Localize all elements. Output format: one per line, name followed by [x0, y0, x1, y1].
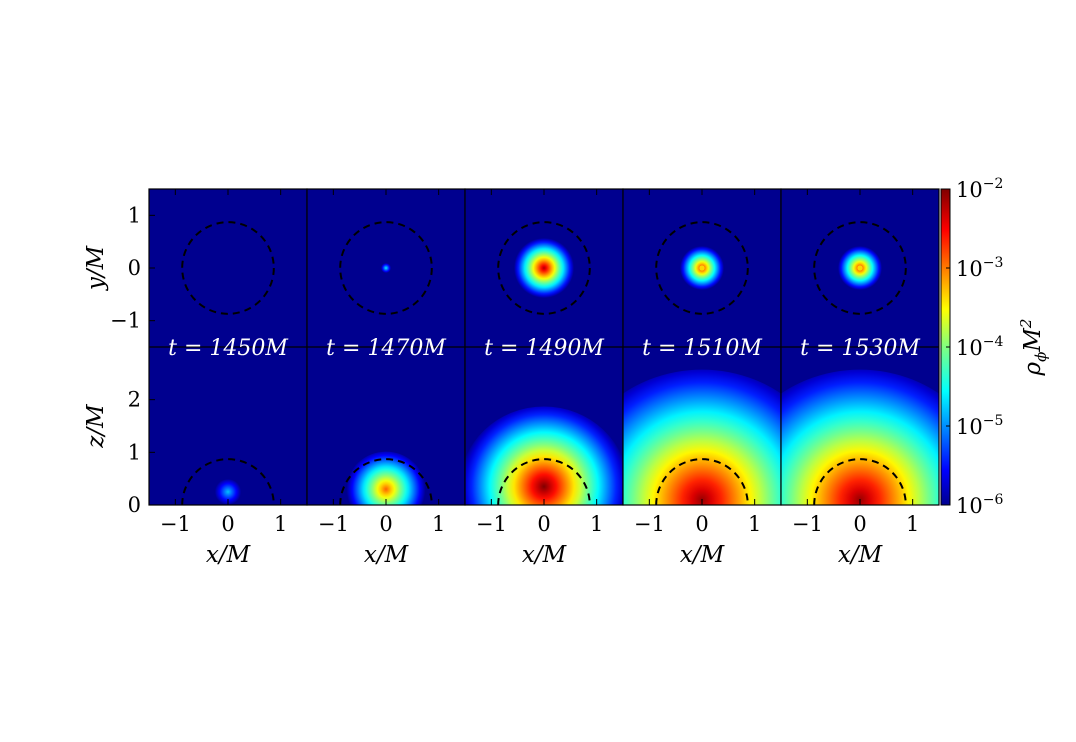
time-label: t = 1450M: [168, 336, 288, 361]
horizon-circle-side: [497, 458, 591, 505]
horizon-circle-top: [655, 221, 749, 315]
top-density-blob: [513, 237, 575, 299]
horizon-circle-top: [181, 221, 275, 315]
y-axis-label-top: y/M: [83, 244, 109, 291]
x-tick-label: −1: [476, 512, 507, 536]
side-density-cloud: [623, 369, 781, 505]
y-tick-label-top: 0: [128, 256, 141, 280]
y-tick-label-bottom: 2: [128, 388, 141, 412]
x-tick-label: −1: [318, 512, 349, 536]
x-tick-label: 0: [221, 512, 234, 536]
time-label: t = 1490M: [484, 336, 604, 361]
side-density-cloud: [346, 451, 426, 505]
y-tick-label-top: 1: [128, 203, 141, 227]
x-tick-label: 1: [432, 512, 445, 536]
top-panel-1: [149, 189, 307, 347]
x-axis-label: x/M: [838, 542, 884, 568]
top-density-core: [699, 265, 705, 271]
time-label: t = 1470M: [326, 336, 446, 361]
side-density-cloud: [214, 479, 242, 505]
x-tick-label: 0: [379, 512, 392, 536]
top-density-core: [857, 265, 863, 271]
y-tick-label-bottom: 0: [128, 493, 141, 517]
x-axis-label: x/M: [206, 542, 252, 568]
x-tick-label: 1: [748, 512, 761, 536]
horizon-circle-top: [813, 221, 907, 315]
colorbar-tick-label: 10−2: [956, 176, 1003, 202]
y-tick-label-bottom: 1: [128, 440, 141, 464]
y-axis-label-bottom: z/M: [83, 403, 109, 449]
colorbar-label: ρϕM2: [1017, 319, 1050, 377]
horizon-circle-side: [655, 458, 749, 505]
horizon-circle-top: [339, 221, 433, 315]
x-axis-label: x/M: [364, 542, 410, 568]
x-axis-label: x/M: [522, 542, 568, 568]
y-tick-label-top: −1: [110, 309, 141, 333]
x-tick-label: −1: [634, 512, 665, 536]
top-density-blob: [380, 262, 392, 274]
horizon-circle-side: [339, 458, 433, 505]
x-tick-label: 1: [906, 512, 919, 536]
bottom-panel-1: [149, 347, 307, 505]
x-tick-label: −1: [792, 512, 823, 536]
x-tick-label: 1: [590, 512, 603, 536]
horizon-circle-top: [497, 221, 591, 315]
time-label: t = 1510M: [642, 336, 762, 361]
horizon-circle-side: [181, 458, 275, 505]
colorbar-tick-label: 10−4: [956, 334, 1003, 360]
colorbar-tick-label: 10−5: [956, 413, 1003, 439]
x-tick-label: 0: [537, 512, 550, 536]
side-density-cloud: [781, 369, 939, 505]
x-axis-label: x/M: [680, 542, 726, 568]
x-tick-label: 0: [695, 512, 708, 536]
colorbar-tick-label: 10−3: [956, 255, 1003, 281]
time-label: t = 1530M: [800, 336, 920, 361]
x-tick-label: −1: [160, 512, 191, 536]
x-tick-label: 0: [853, 512, 866, 536]
horizon-circle-side: [813, 458, 907, 505]
x-tick-label: 1: [274, 512, 287, 536]
colorbar-tick-label: 10−6: [956, 492, 1003, 518]
